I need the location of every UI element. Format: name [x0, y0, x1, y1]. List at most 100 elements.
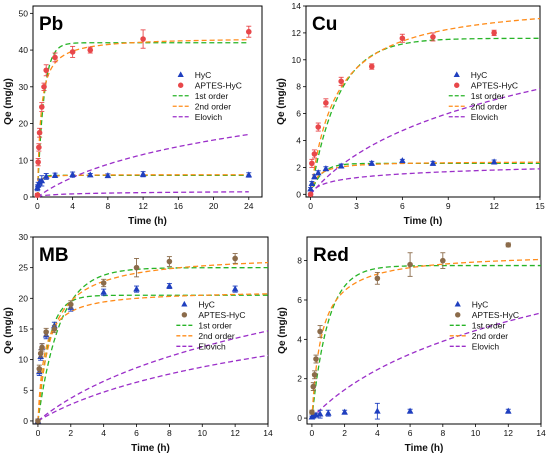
- data-point-hyc: [104, 172, 112, 179]
- legend-label: 1st order: [198, 320, 232, 330]
- data-point-aptes-hyc: [35, 159, 41, 165]
- data-point-hyc: [314, 169, 322, 176]
- y-tick-label: 30: [19, 82, 29, 92]
- data-point-hyc: [399, 157, 406, 164]
- y-axis-title: Qe (mg/g): [3, 78, 14, 125]
- y-tick-label: 10: [292, 55, 302, 65]
- legend-label: HyC: [198, 299, 215, 309]
- x-tick-label: 0: [308, 201, 313, 211]
- data-point-hyc: [51, 171, 59, 178]
- legend-label: APTES-HyC: [471, 80, 518, 90]
- data-point-aptes-hyc: [52, 54, 58, 61]
- data-point-hyc: [245, 171, 253, 178]
- data-point-aptes-hyc: [36, 129, 43, 136]
- legend-label: 2nd order: [471, 101, 508, 111]
- data-point-hyc: [308, 179, 316, 186]
- data-point-hyc: [100, 288, 107, 295]
- legend-label: 2nd order: [472, 331, 509, 341]
- y-tick-label: 40: [19, 45, 29, 55]
- legend-marker: [454, 300, 461, 307]
- y-tick-label: 15: [19, 324, 29, 334]
- fit-curve-elovich: [37, 133, 249, 198]
- y-tick-label: 0: [23, 416, 28, 426]
- y-tick-label: 4: [297, 334, 302, 344]
- data-point-hyc: [368, 159, 376, 166]
- data-point-aptes-hyc: [39, 104, 45, 110]
- data-point-hyc: [307, 185, 314, 192]
- data-point-aptes-hyc: [51, 326, 58, 332]
- legend-marker: [177, 82, 184, 88]
- data-point-aptes-hyc: [309, 160, 315, 167]
- data-point-aptes-hyc: [309, 409, 315, 415]
- x-tick-label: 14: [536, 428, 546, 438]
- data-point-aptes-hyc: [41, 84, 47, 90]
- data-point-aptes-hyc: [310, 383, 317, 390]
- data-point-hyc: [341, 408, 348, 415]
- plot-frame: [32, 5, 263, 198]
- data-point-aptes-hyc: [232, 255, 238, 262]
- fit-curve-first: [37, 267, 268, 422]
- panel-pb: 0 4 8 12 16 20 24 0 10 20 30 40 50 Time (h) Qe (mg/g) P…: [3, 5, 263, 227]
- fit-curve-second: [36, 39, 249, 198]
- y-tick-label: 12: [292, 28, 302, 38]
- y-tick-label: 2: [297, 374, 302, 384]
- y-tick-label: 6: [296, 109, 301, 119]
- panel-title: Cu: [312, 14, 337, 35]
- legend-marker: [181, 312, 188, 318]
- y-axis-title: Qe (mg/g): [277, 307, 288, 354]
- data-point-aptes-hyc: [69, 49, 76, 55]
- x-tick-label: 15: [535, 201, 545, 211]
- fit-curve-first: [36, 42, 249, 198]
- legend-label: 1st order: [472, 320, 506, 330]
- data-point-hyc: [490, 158, 498, 165]
- y-tick-label: 0: [296, 189, 301, 199]
- x-tick-label: 12: [504, 428, 514, 438]
- data-point-hyc: [231, 285, 239, 292]
- fit-curve-second: [311, 258, 542, 419]
- fit-curve-elovich: [37, 354, 269, 422]
- y-tick-label: 6: [297, 295, 302, 305]
- legend-marker: [455, 312, 461, 318]
- legend-marker: [181, 300, 188, 307]
- data-point-hyc: [139, 170, 147, 177]
- data-point-aptes-hyc: [491, 30, 497, 36]
- panel-title: Pb: [39, 14, 63, 35]
- data-point-aptes-hyc: [100, 280, 107, 286]
- panel-cu: 0 3 6 9 12 15 0 2 4 6 8 10 12 14 Time (h) Qe (mg/g) Cu Hy…: [276, 1, 545, 227]
- panel-title: Red: [313, 245, 349, 266]
- x-tick-label: 8: [440, 428, 445, 438]
- y-tick-label: 50: [19, 8, 29, 18]
- data-point-aptes-hyc: [399, 35, 406, 42]
- x-axis-title: Time (h): [128, 216, 167, 227]
- fit-curve-first: [311, 264, 541, 419]
- legend-marker: [453, 71, 460, 77]
- x-tick-label: 8: [105, 201, 110, 211]
- legend-label: HyC: [472, 299, 489, 309]
- x-tick-label: 10: [198, 428, 208, 438]
- fit-curve-elovich: [310, 168, 541, 195]
- data-point-hyc: [406, 407, 414, 414]
- y-axis-title: Qe (mg/g): [3, 307, 14, 354]
- x-tick-label: 16: [174, 201, 184, 211]
- fit-curve-second: [37, 293, 269, 421]
- data-point-aptes-hyc: [430, 34, 436, 40]
- legend-marker: [454, 82, 460, 88]
- x-tick-label: 20: [209, 201, 219, 211]
- y-tick-label: 2: [296, 162, 301, 172]
- y-tick-label: 4: [296, 136, 301, 146]
- fit-curve-second: [36, 174, 249, 198]
- data-point-aptes-hyc: [35, 418, 41, 424]
- data-point-aptes-hyc: [34, 192, 41, 198]
- x-axis-title: Time (h): [404, 216, 443, 227]
- y-tick-label: 8: [296, 82, 301, 92]
- data-point-hyc: [316, 410, 324, 417]
- panel-mb: 0 2 4 6 8 10 12 14 0 5 10 15 20 25 30 Time (h) Qe (mg/g)…: [3, 232, 273, 454]
- data-point-hyc: [324, 409, 332, 416]
- data-point-hyc: [374, 407, 381, 414]
- panel-title: MB: [39, 245, 69, 266]
- data-point-hyc: [337, 162, 345, 169]
- data-point-aptes-hyc: [317, 328, 323, 335]
- data-point-aptes-hyc: [368, 63, 375, 70]
- x-tick-label: 3: [354, 201, 359, 211]
